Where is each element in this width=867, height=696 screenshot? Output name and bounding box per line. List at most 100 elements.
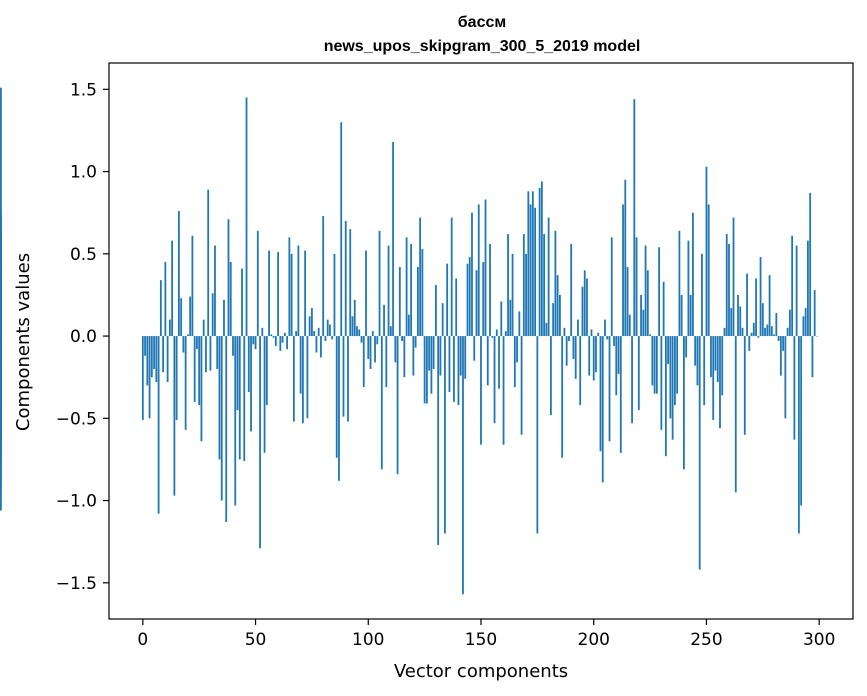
bar [601, 336, 604, 483]
bar [696, 336, 699, 386]
bar [491, 336, 494, 338]
bar [263, 336, 266, 453]
bar [595, 336, 597, 373]
bar [207, 189, 210, 337]
bar [540, 181, 543, 337]
bar [423, 336, 426, 404]
bar [509, 299, 512, 337]
bar [146, 336, 149, 386]
bar [732, 217, 735, 337]
bar [750, 332, 753, 337]
bar [457, 336, 460, 406]
bar [288, 237, 291, 337]
bar [516, 336, 518, 363]
bar [793, 336, 796, 440]
y-axis-label: Components values [13, 253, 34, 431]
bar [369, 336, 372, 369]
bar [232, 336, 234, 356]
bar [484, 199, 487, 337]
bar [480, 336, 482, 445]
bar [637, 336, 640, 411]
bar [164, 262, 167, 337]
bar [549, 336, 552, 416]
bar [676, 336, 679, 394]
bar [180, 298, 183, 337]
bar [766, 324, 769, 337]
bar [333, 253, 336, 337]
bar [714, 336, 717, 371]
bar [687, 240, 690, 337]
bar [383, 304, 385, 337]
bar [376, 336, 379, 345]
chart-title: бассм [458, 14, 506, 31]
bar [340, 122, 343, 337]
y-axis-ticks: −1.5 −1.0 −0.5 0.0 0.5 1.0 1.5 [56, 80, 109, 594]
bar [653, 336, 656, 394]
bar [290, 253, 293, 337]
bar [498, 336, 500, 389]
bar [759, 257, 762, 337]
bar [144, 336, 146, 356]
bar [802, 316, 805, 337]
bar [748, 336, 751, 351]
bar [513, 336, 516, 388]
bar [331, 336, 334, 340]
bar [570, 243, 573, 337]
bar [297, 245, 300, 337]
y-tick-label: 0.0 [70, 327, 97, 347]
y-tick-label: 0.5 [70, 245, 97, 265]
bar [223, 299, 225, 337]
bar [351, 316, 354, 337]
bar [218, 336, 221, 460]
bar [0, 275, 2, 337]
bar [752, 322, 755, 337]
bar [329, 324, 331, 337]
bar [304, 250, 307, 337]
bar [568, 336, 570, 341]
bar [150, 336, 153, 378]
bar [175, 336, 178, 420]
bar [809, 192, 812, 337]
bar [387, 245, 390, 337]
bar [622, 204, 624, 337]
bar [196, 336, 198, 350]
bar [398, 266, 401, 337]
bar [698, 336, 701, 570]
bar [347, 336, 349, 422]
bar [592, 336, 595, 381]
bar [583, 270, 586, 337]
bar [353, 299, 356, 337]
bar [554, 230, 557, 337]
x-axis-ticks: 0 50 100 150 200 250 300 [137, 619, 835, 650]
bar [579, 336, 582, 406]
bar [441, 303, 444, 337]
bar [313, 331, 316, 337]
bar [245, 97, 248, 337]
bar [689, 294, 692, 337]
bars-group [0, 87, 818, 595]
bar [157, 336, 160, 514]
bar [462, 336, 464, 595]
bar [444, 336, 446, 534]
bar [211, 293, 214, 337]
bar [412, 336, 415, 376]
bar [378, 230, 381, 337]
bar [522, 234, 525, 337]
bar [694, 336, 697, 366]
bar [628, 314, 631, 337]
bar [225, 336, 228, 522]
bar [788, 309, 791, 337]
y-tick-label: −0.5 [56, 409, 97, 429]
bar [545, 322, 548, 337]
bar [529, 204, 532, 337]
x-tick-label: 200 [578, 630, 610, 650]
bar [786, 327, 789, 337]
bar [216, 336, 219, 369]
bar [791, 235, 794, 337]
bar [768, 275, 771, 337]
bar [265, 336, 268, 406]
bar [685, 336, 688, 358]
bar [274, 336, 277, 346]
bar [202, 319, 205, 337]
bar [335, 336, 338, 458]
